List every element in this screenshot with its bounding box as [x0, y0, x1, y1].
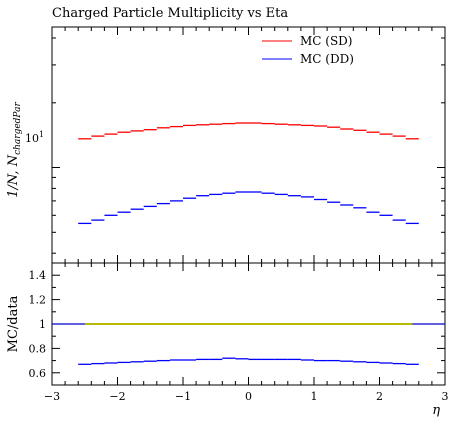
ratio-y-tick-label: 1 — [39, 318, 46, 331]
x-tick-label: 2 — [376, 390, 383, 403]
legend-label-dd: MC (DD) — [300, 52, 354, 66]
ratio-ticks: 0.6 0.8 1 1.2 1.4 — [29, 262, 446, 386]
ratio-y-tick-label: 0.8 — [29, 342, 47, 355]
main-y-tick-base: 10 — [25, 132, 39, 145]
ratio-y-tick-label: 1.4 — [29, 269, 47, 282]
main-y-tick-label: 101 — [25, 130, 44, 145]
main-y-axis-label: 1/N, NchargedPar — [6, 102, 23, 198]
main-plot-frame — [51, 26, 446, 264]
ratio-y-tick-label: 0.6 — [29, 367, 47, 380]
legend: MC (SD) MC (DD) — [262, 34, 354, 66]
main-ticks — [51, 27, 446, 263]
legend-label-sd: MC (SD) — [300, 34, 353, 48]
ratio-y-axis-label: MC/data — [6, 295, 21, 352]
ratio-series — [52, 323, 445, 365]
ylabel-subscript: chargedPar — [13, 102, 23, 155]
ratio-y-tick-label: 1.2 — [29, 294, 47, 307]
x-tick-label: −1 — [175, 390, 191, 403]
main-y-tick-exponent: 1 — [39, 130, 44, 139]
ylabel-prefix: 1/N, N — [6, 154, 21, 197]
x-tick-label: −2 — [109, 390, 125, 403]
x-tick-label: 0 — [245, 390, 252, 403]
x-tick-label: 3 — [442, 390, 449, 403]
x-tick-label: −3 — [44, 390, 60, 403]
chart-title: Charged Particle Multiplicity vs Eta — [52, 6, 288, 21]
x-axis-label: η — [432, 403, 440, 418]
x-tick-labels: −3 −2 −1 0 1 2 3 — [44, 390, 449, 403]
main-series — [78, 122, 419, 225]
x-tick-label: 1 — [311, 390, 318, 403]
